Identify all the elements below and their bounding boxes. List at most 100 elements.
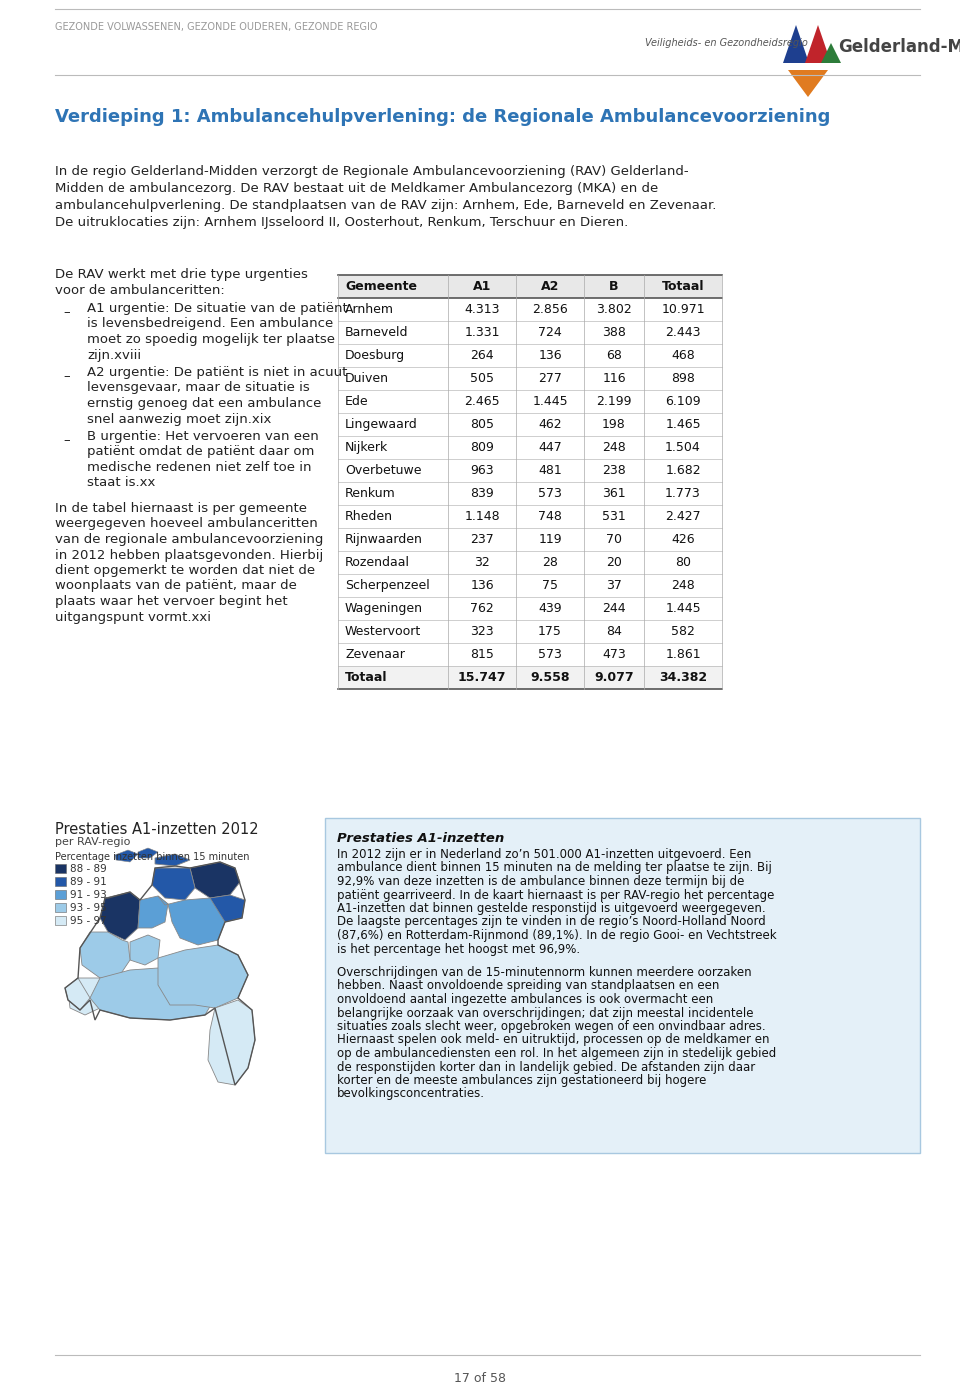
Polygon shape bbox=[821, 43, 841, 63]
Bar bbox=[338, 413, 722, 436]
Polygon shape bbox=[210, 895, 245, 921]
Polygon shape bbox=[152, 868, 195, 900]
Text: 1.331: 1.331 bbox=[465, 327, 500, 339]
Text: Rheden: Rheden bbox=[345, 510, 393, 524]
Text: 462: 462 bbox=[539, 417, 562, 431]
Bar bbox=[338, 528, 722, 551]
Text: 248: 248 bbox=[602, 441, 626, 454]
Text: patiënt gearriveerd. In de kaart hiernaast is per RAV-regio het percentage: patiënt gearriveerd. In de kaart hiernaa… bbox=[337, 888, 775, 902]
Text: op de ambulancediensten een rol. In het algemeen zijn in stedelijk gebied: op de ambulancediensten een rol. In het … bbox=[337, 1047, 777, 1060]
Text: Veiligheids- en Gezondheidsregio: Veiligheids- en Gezondheidsregio bbox=[645, 38, 808, 47]
Text: A2: A2 bbox=[540, 281, 559, 293]
Polygon shape bbox=[190, 861, 240, 898]
Text: 1.465: 1.465 bbox=[665, 417, 701, 431]
Text: moet zo spoedig mogelijk ter plaatse: moet zo spoedig mogelijk ter plaatse bbox=[87, 334, 335, 346]
Text: 1.861: 1.861 bbox=[665, 648, 701, 660]
Text: 9.558: 9.558 bbox=[530, 671, 569, 684]
Text: de responstijden korter dan in landelijk gebied. De afstanden zijn daar: de responstijden korter dan in landelijk… bbox=[337, 1061, 756, 1074]
Text: Doesburg: Doesburg bbox=[345, 349, 405, 362]
Bar bbox=[338, 275, 722, 297]
Bar bbox=[338, 597, 722, 620]
Text: 37: 37 bbox=[606, 579, 622, 592]
Polygon shape bbox=[100, 892, 140, 940]
Polygon shape bbox=[65, 979, 90, 1009]
Bar bbox=[338, 321, 722, 343]
Text: –: – bbox=[63, 306, 70, 320]
Text: 748: 748 bbox=[538, 510, 562, 524]
Bar bbox=[338, 666, 722, 690]
Polygon shape bbox=[68, 979, 108, 1015]
Text: 582: 582 bbox=[671, 625, 695, 638]
Text: Wageningen: Wageningen bbox=[345, 602, 423, 616]
Text: is levensbedreigend. Een ambulance: is levensbedreigend. Een ambulance bbox=[87, 317, 333, 331]
Bar bbox=[338, 551, 722, 574]
Text: 898: 898 bbox=[671, 371, 695, 385]
Text: 198: 198 bbox=[602, 417, 626, 431]
Text: levensgevaar, maar de situatie is: levensgevaar, maar de situatie is bbox=[87, 381, 310, 395]
Text: staat is.xx: staat is.xx bbox=[87, 476, 156, 490]
Text: ernstig genoeg dat een ambulance: ernstig genoeg dat een ambulance bbox=[87, 396, 322, 410]
Text: situaties zoals slecht weer, opgebroken wegen of een onvindbaar adres.: situaties zoals slecht weer, opgebroken … bbox=[337, 1020, 766, 1033]
Text: In de tabel hiernaast is per gemeente: In de tabel hiernaast is per gemeente bbox=[55, 503, 307, 515]
Text: 2.856: 2.856 bbox=[532, 303, 568, 315]
Text: Overbetuwe: Overbetuwe bbox=[345, 463, 421, 477]
Text: GEZONDE VOLWASSENEN, GEZONDE OUDEREN, GEZONDE REGIO: GEZONDE VOLWASSENEN, GEZONDE OUDEREN, GE… bbox=[55, 22, 377, 32]
Text: uitgangspunt vormt.xxi: uitgangspunt vormt.xxi bbox=[55, 610, 211, 624]
Bar bbox=[338, 505, 722, 528]
Text: 88 - 89: 88 - 89 bbox=[70, 864, 107, 874]
Text: 9.077: 9.077 bbox=[594, 671, 634, 684]
Text: 175: 175 bbox=[538, 625, 562, 638]
Bar bbox=[338, 574, 722, 597]
Text: is het percentage het hoogst met 96,9%.: is het percentage het hoogst met 96,9%. bbox=[337, 942, 580, 955]
Text: 1.148: 1.148 bbox=[465, 510, 500, 524]
Text: 84: 84 bbox=[606, 625, 622, 638]
Text: 805: 805 bbox=[470, 417, 494, 431]
Text: 3.802: 3.802 bbox=[596, 303, 632, 315]
Text: 15.747: 15.747 bbox=[458, 671, 506, 684]
Text: plaats waar het vervoer begint het: plaats waar het vervoer begint het bbox=[55, 595, 288, 609]
Text: dient opgemerkt te worden dat niet de: dient opgemerkt te worden dat niet de bbox=[55, 564, 315, 577]
Polygon shape bbox=[138, 896, 168, 928]
Text: voor de ambulanceritten:: voor de ambulanceritten: bbox=[55, 283, 225, 296]
Text: belangrijke oorzaak van overschrijdingen; dat zijn meestal incidentele: belangrijke oorzaak van overschrijdingen… bbox=[337, 1007, 754, 1019]
Text: 248: 248 bbox=[671, 579, 695, 592]
Bar bbox=[55, 877, 66, 886]
Text: 426: 426 bbox=[671, 533, 695, 546]
Bar bbox=[55, 864, 66, 872]
Polygon shape bbox=[208, 1000, 255, 1085]
Text: 238: 238 bbox=[602, 463, 626, 477]
Text: Rozendaal: Rozendaal bbox=[345, 556, 410, 570]
Polygon shape bbox=[90, 967, 215, 1020]
Text: bevolkingsconcentraties.: bevolkingsconcentraties. bbox=[337, 1087, 485, 1100]
Text: B: B bbox=[610, 281, 619, 293]
Bar bbox=[55, 916, 66, 926]
Text: De RAV werkt met drie type urgenties: De RAV werkt met drie type urgenties bbox=[55, 268, 308, 281]
Polygon shape bbox=[130, 935, 160, 965]
Text: in 2012 hebben plaatsgevonden. Hierbij: in 2012 hebben plaatsgevonden. Hierbij bbox=[55, 549, 324, 561]
Text: ambulancehulpverlening. De standplaatsen van de RAV zijn: Arnhem, Ede, Barneveld: ambulancehulpverlening. De standplaatsen… bbox=[55, 200, 716, 212]
Text: 4.313: 4.313 bbox=[465, 303, 500, 315]
Text: weergegeven hoeveel ambulanceritten: weergegeven hoeveel ambulanceritten bbox=[55, 518, 318, 530]
FancyBboxPatch shape bbox=[325, 818, 920, 1153]
Text: Prestaties A1-inzetten 2012: Prestaties A1-inzetten 2012 bbox=[55, 822, 258, 838]
Text: Arnhem: Arnhem bbox=[345, 303, 394, 315]
Text: 277: 277 bbox=[538, 371, 562, 385]
Text: korter en de meeste ambulances zijn gestationeerd bij hogere: korter en de meeste ambulances zijn gest… bbox=[337, 1074, 707, 1087]
Text: Hiernaast spelen ook meld- en uitruktijd, processen op de meldkamer en: Hiernaast spelen ook meld- en uitruktijd… bbox=[337, 1033, 770, 1047]
Text: woonplaats van de patiënt, maar de: woonplaats van de patiënt, maar de bbox=[55, 579, 297, 592]
Text: 1.504: 1.504 bbox=[665, 441, 701, 454]
Text: 116: 116 bbox=[602, 371, 626, 385]
Text: Percentage inzetten binnen 15 minuten: Percentage inzetten binnen 15 minuten bbox=[55, 852, 250, 861]
Text: patiënt omdat de patiënt daar om: patiënt omdat de patiënt daar om bbox=[87, 445, 314, 458]
Text: Gelderland-Midden: Gelderland-Midden bbox=[838, 38, 960, 56]
Text: 963: 963 bbox=[470, 463, 493, 477]
Text: 505: 505 bbox=[470, 371, 494, 385]
Text: per RAV-regio: per RAV-regio bbox=[55, 838, 131, 847]
Text: hebben. Naast onvoldoende spreiding van standplaatsen en een: hebben. Naast onvoldoende spreiding van … bbox=[337, 980, 719, 993]
Text: 28: 28 bbox=[542, 556, 558, 570]
Text: –: – bbox=[63, 370, 70, 383]
Text: 136: 136 bbox=[470, 579, 493, 592]
Text: 244: 244 bbox=[602, 602, 626, 616]
Bar bbox=[338, 644, 722, 666]
Text: 1.445: 1.445 bbox=[532, 395, 567, 408]
